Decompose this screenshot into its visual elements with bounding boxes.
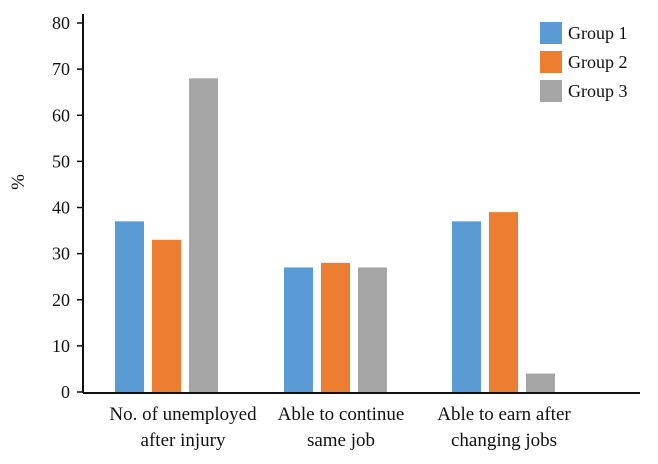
legend-swatch	[540, 22, 562, 44]
bar-group-2-cat1	[152, 239, 181, 392]
bar-group-1-cat2	[284, 267, 313, 392]
y-tick-label: 40	[52, 198, 70, 218]
category-label: Able to continue	[278, 404, 405, 425]
bar-group-3-cat1	[189, 78, 218, 392]
bar-group-3-cat3	[526, 373, 555, 392]
y-tick-label: 0	[61, 382, 70, 402]
y-axis-label: %	[8, 174, 29, 190]
category-label: same job	[307, 430, 375, 451]
bar-group-1-cat1	[115, 221, 144, 392]
y-tick-label: 10	[52, 336, 70, 356]
y-tick-label: 50	[52, 151, 70, 171]
bars-group	[115, 78, 555, 392]
bar-group-1-cat3	[452, 221, 481, 392]
y-tick-label: 60	[52, 105, 70, 125]
bar-group-3-cat2	[358, 267, 387, 392]
y-tick-label: 30	[52, 244, 70, 264]
legend-label: Group 3	[568, 81, 628, 101]
category-label: Able to earn after	[437, 404, 571, 425]
y-tick-label: 20	[52, 290, 70, 310]
category-label: No. of unemployed	[109, 404, 257, 425]
category-label: changing jobs	[451, 430, 557, 451]
legend-label: Group 2	[568, 52, 628, 72]
legend-label: Group 1	[568, 23, 628, 43]
legend-swatch	[540, 51, 562, 73]
category-label: after injury	[141, 430, 226, 451]
axes-group	[82, 14, 640, 394]
legend-swatch	[540, 80, 562, 102]
bar-group-2-cat3	[489, 212, 518, 392]
legend: Group 1 Group 2 Group 3	[540, 22, 628, 102]
y-tick-label: 80	[52, 13, 70, 33]
y-tick-label: 70	[52, 59, 70, 79]
y-ticks-group: 0 10 20 30 40 50 60 70 80	[52, 13, 83, 402]
category-labels-group: No. of unemployed after injury Able to con…	[109, 404, 571, 451]
bar-group-2-cat2	[321, 262, 350, 392]
